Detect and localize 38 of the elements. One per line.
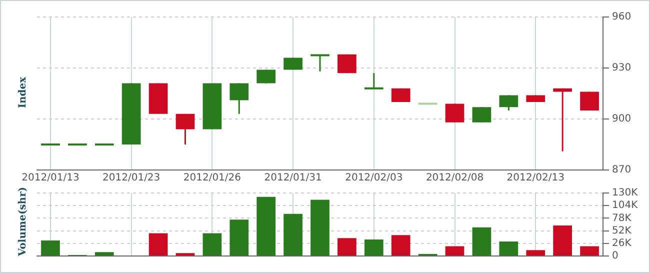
y-tick-label: 26K bbox=[612, 238, 632, 249]
bar bbox=[526, 250, 546, 256]
y-tick-label: 900 bbox=[612, 114, 632, 125]
y-tick-label: 52K bbox=[612, 225, 632, 236]
y-tick-label: 870 bbox=[612, 164, 632, 176]
bar bbox=[580, 246, 599, 256]
y-axis-title: Volume(shr) bbox=[18, 186, 28, 256]
bar bbox=[94, 252, 114, 256]
bar bbox=[202, 233, 222, 256]
bar bbox=[310, 200, 330, 256]
bar bbox=[148, 233, 168, 256]
bar bbox=[338, 238, 356, 256]
candlestick bbox=[553, 88, 572, 152]
y-tick-label: 960 bbox=[612, 12, 632, 23]
y-tick-label: 78K bbox=[612, 212, 632, 224]
x-tick-label: 2012/01/26 bbox=[183, 172, 242, 184]
x-tick-label: 2012/01/23 bbox=[102, 172, 160, 184]
bar bbox=[364, 240, 384, 256]
candlestick bbox=[364, 73, 384, 90]
bar bbox=[445, 246, 464, 256]
x-tick-label: 2012/01/31 bbox=[264, 172, 322, 184]
bar bbox=[499, 241, 518, 256]
bar bbox=[41, 240, 60, 256]
bar bbox=[553, 225, 572, 256]
y-axis-title: Index bbox=[18, 75, 28, 110]
bar bbox=[284, 214, 302, 256]
y-tick-label: 104K bbox=[612, 200, 638, 212]
bar bbox=[256, 196, 276, 256]
x-tick-label: 2012/02/13 bbox=[506, 172, 564, 184]
y-tick-label: 130K bbox=[612, 188, 638, 199]
bar bbox=[391, 235, 410, 256]
y-tick-label: 0 bbox=[612, 250, 618, 262]
bar bbox=[472, 227, 492, 256]
bar bbox=[230, 220, 249, 256]
x-tick-label: 2012/02/08 bbox=[426, 172, 484, 184]
x-tick-label: 2012/02/03 bbox=[345, 172, 403, 184]
y-tick-label: 930 bbox=[612, 62, 632, 74]
x-tick-label: 2012/01/13 bbox=[22, 172, 80, 184]
